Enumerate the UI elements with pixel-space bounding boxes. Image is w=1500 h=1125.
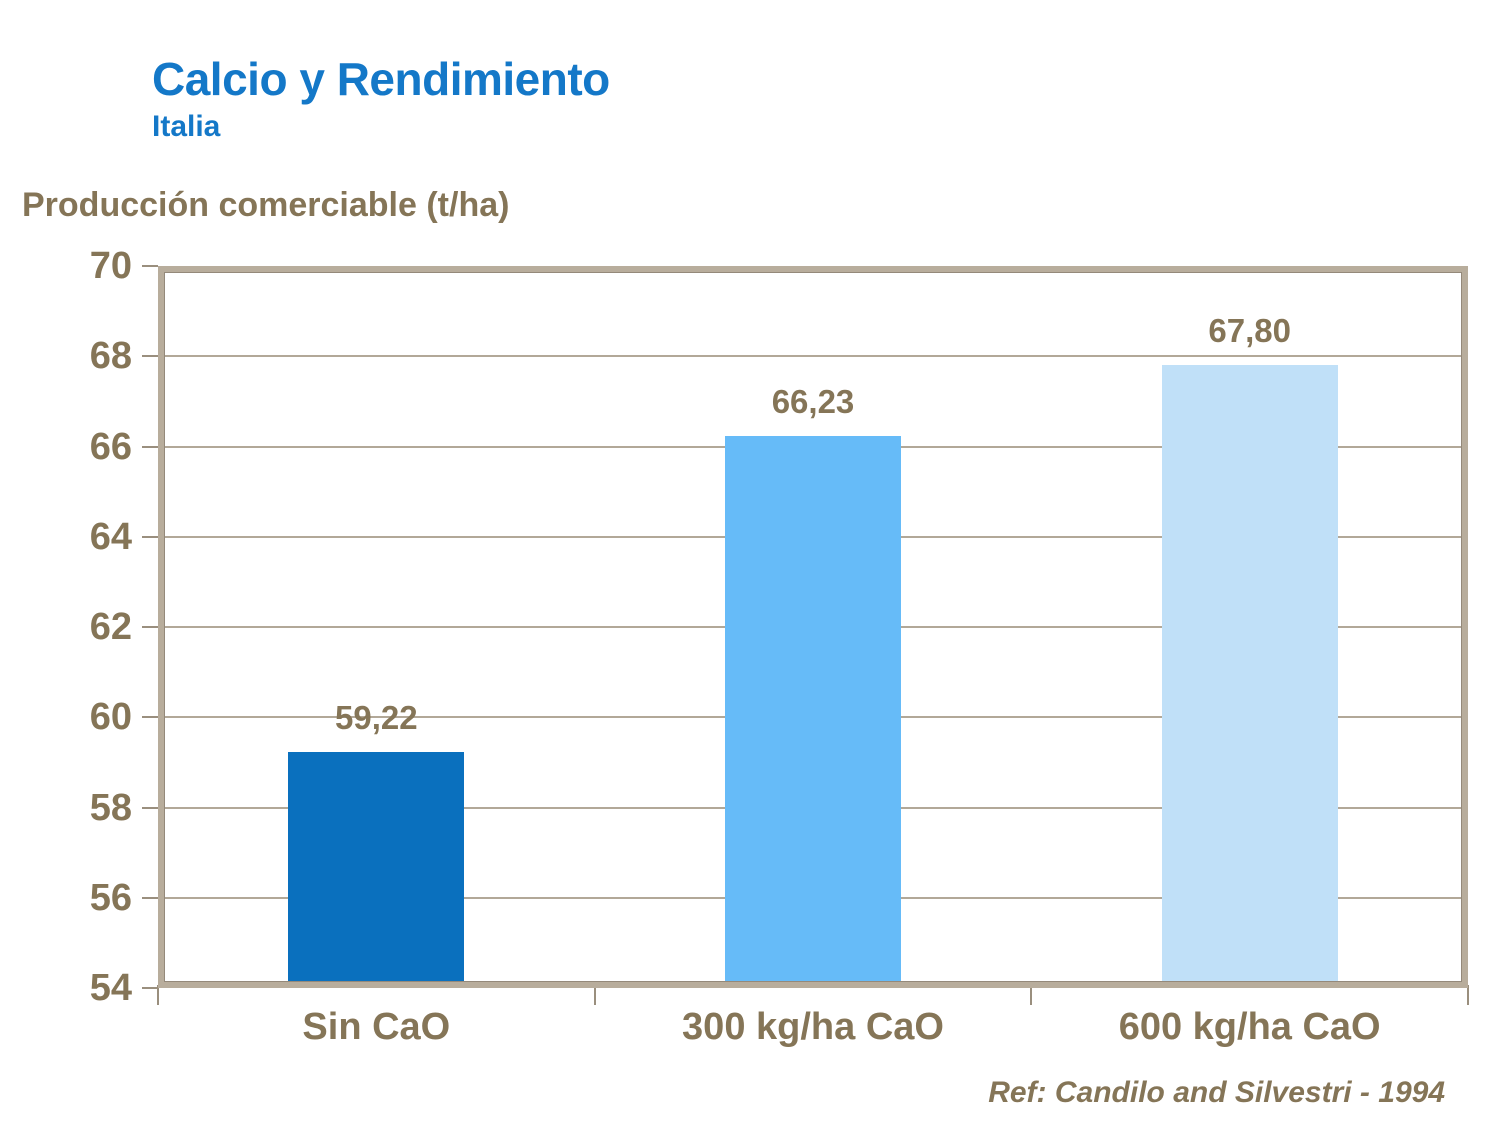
x-axis-tick [157, 985, 159, 1005]
y-axis-tick [142, 987, 158, 989]
y-axis-tick [142, 355, 158, 358]
bar-value-label: 67,80 [1208, 312, 1291, 350]
y-axis-tick-label: 60 [89, 696, 132, 739]
y-axis-tick [142, 265, 158, 267]
bar-3 [1161, 365, 1338, 988]
y-axis-tick-label: 62 [89, 606, 132, 648]
y-axis-tick-label: 66 [89, 425, 132, 468]
y-axis-tick-label: 54 [89, 967, 132, 1009]
x-axis-category-label: 600 kg/ha CaO [1118, 1006, 1381, 1048]
x-axis-tick [1030, 985, 1033, 1005]
x-axis-tick [1467, 985, 1469, 1005]
bar-1 [288, 752, 465, 988]
gridline [158, 355, 1468, 358]
bar-value-label: 66,23 [771, 383, 855, 421]
chart-title: Calcio y Rendimiento [152, 53, 610, 105]
y-axis-tick [142, 445, 158, 448]
x-axis-category-label: Sin CaO [302, 1006, 451, 1048]
x-axis-category-label: 300 kg/ha CaO [682, 1006, 944, 1048]
x-axis-tick [593, 985, 596, 1005]
y-axis-tick-label: 70 [89, 245, 132, 287]
chart-subtitle: Italia [152, 110, 221, 143]
y-axis-tick [142, 896, 158, 899]
bar-value-label: 59,22 [335, 699, 418, 737]
y-axis-tick [142, 535, 158, 538]
y-axis-tick [142, 626, 158, 628]
y-axis-tick [142, 716, 158, 719]
y-axis-tick [142, 806, 158, 809]
bar-2 [725, 436, 901, 988]
y-axis-title: Producción comerciable (t/ha) [22, 186, 510, 224]
y-axis-tick-label: 56 [89, 876, 132, 919]
y-axis-tick-label: 58 [89, 786, 132, 829]
y-axis-tick-label: 68 [89, 335, 132, 378]
y-axis-tick-label: 64 [89, 515, 132, 558]
reference-citation: Ref: Candilo and Silvestri - 1994 [988, 1076, 1445, 1109]
